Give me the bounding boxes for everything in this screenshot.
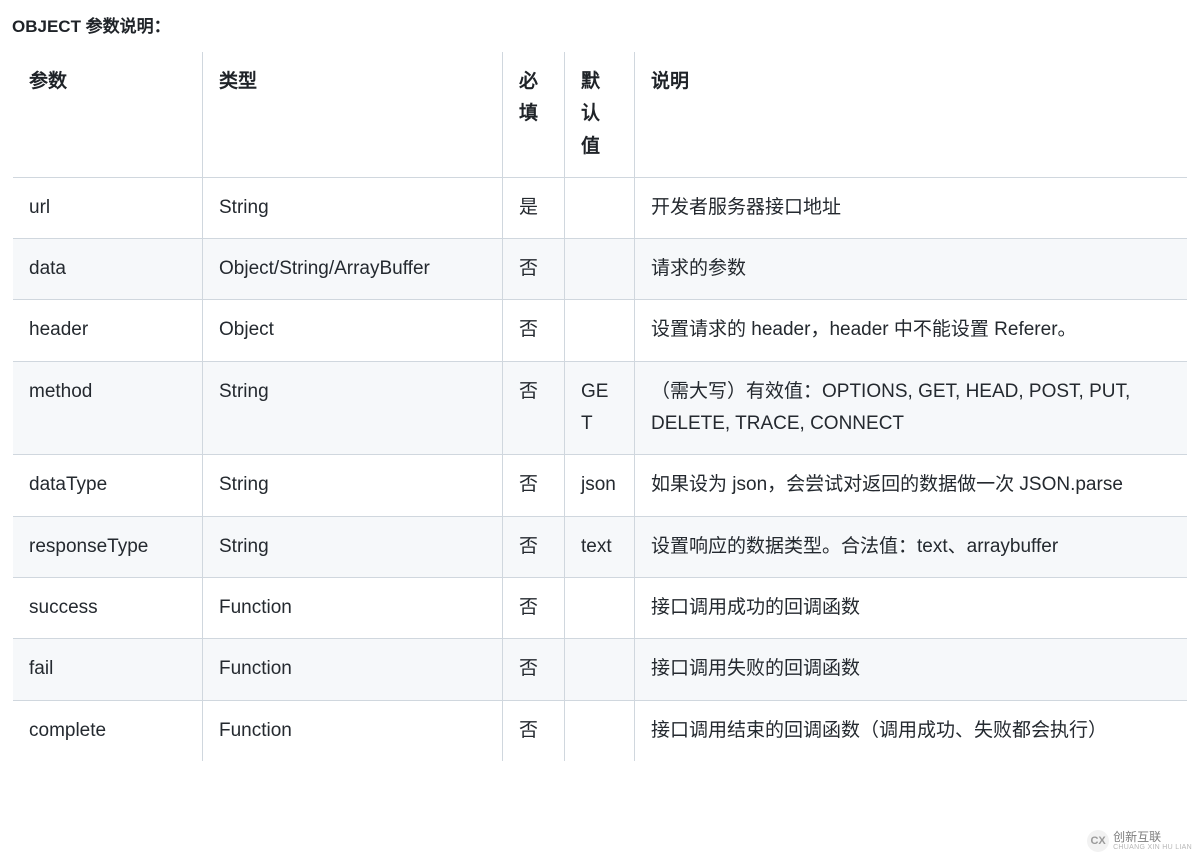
table-row: success Function 否 接口调用成功的回调函数 [13, 577, 1188, 638]
cell-type: Object [203, 300, 503, 361]
cell-desc: 开发者服务器接口地址 [635, 177, 1188, 238]
table-row: dataType String 否 json 如果设为 json，会尝试对返回的… [13, 455, 1188, 516]
cell-desc: 接口调用失败的回调函数 [635, 639, 1188, 700]
cell-default [565, 177, 635, 238]
table-header-row: 参数 类型 必填 默认值 说明 [13, 52, 1188, 178]
table-row: data Object/String/ArrayBuffer 否 请求的参数 [13, 239, 1188, 300]
page-title: OBJECT 参数说明： [12, 12, 1188, 37]
table-row: method String 否 GET （需大写）有效值：OPTIONS, GE… [13, 361, 1188, 455]
cell-desc: （需大写）有效值：OPTIONS, GET, HEAD, POST, PUT, … [635, 361, 1188, 455]
cell-default: GET [565, 361, 635, 455]
cell-param: dataType [13, 455, 203, 516]
table-row: header Object 否 设置请求的 header，header 中不能设… [13, 300, 1188, 361]
cell-required: 否 [503, 639, 565, 700]
cell-type: Object/String/ArrayBuffer [203, 239, 503, 300]
col-header-type: 类型 [203, 52, 503, 178]
cell-type: Function [203, 639, 503, 700]
watermark-logo-icon: CX [1087, 830, 1109, 852]
cell-desc: 请求的参数 [635, 239, 1188, 300]
cell-required: 否 [503, 455, 565, 516]
cell-desc: 接口调用成功的回调函数 [635, 577, 1188, 638]
watermark-cn: 创新互联 [1113, 831, 1192, 844]
col-header-required: 必填 [503, 52, 565, 178]
table-body: url String 是 开发者服务器接口地址 data Object/Stri… [13, 177, 1188, 761]
cell-desc: 设置请求的 header，header 中不能设置 Referer。 [635, 300, 1188, 361]
cell-param: header [13, 300, 203, 361]
cell-param: fail [13, 639, 203, 700]
table-row: url String 是 开发者服务器接口地址 [13, 177, 1188, 238]
cell-default [565, 577, 635, 638]
cell-type: String [203, 516, 503, 577]
cell-param: success [13, 577, 203, 638]
cell-param: method [13, 361, 203, 455]
watermark-en: CHUANG XIN HU LIAN [1113, 844, 1192, 852]
cell-default [565, 239, 635, 300]
cell-required: 否 [503, 239, 565, 300]
cell-default [565, 700, 635, 761]
cell-param: complete [13, 700, 203, 761]
cell-default [565, 300, 635, 361]
table-row: complete Function 否 接口调用结束的回调函数（调用成功、失败都… [13, 700, 1188, 761]
cell-type: String [203, 361, 503, 455]
params-table: 参数 类型 必填 默认值 说明 url String 是 开发者服务器接口地址 … [12, 51, 1188, 762]
cell-type: String [203, 455, 503, 516]
watermark-text: 创新互联 CHUANG XIN HU LIAN [1113, 831, 1192, 852]
cell-param: url [13, 177, 203, 238]
col-header-default: 默认值 [565, 52, 635, 178]
cell-type: Function [203, 700, 503, 761]
cell-desc: 如果设为 json，会尝试对返回的数据做一次 JSON.parse [635, 455, 1188, 516]
cell-required: 否 [503, 700, 565, 761]
cell-default [565, 639, 635, 700]
cell-default: json [565, 455, 635, 516]
cell-required: 否 [503, 516, 565, 577]
cell-required: 否 [503, 577, 565, 638]
cell-required: 是 [503, 177, 565, 238]
table-row: responseType String 否 text 设置响应的数据类型。合法值… [13, 516, 1188, 577]
table-row: fail Function 否 接口调用失败的回调函数 [13, 639, 1188, 700]
cell-type: Function [203, 577, 503, 638]
cell-required: 否 [503, 300, 565, 361]
col-header-desc: 说明 [635, 52, 1188, 178]
cell-default: text [565, 516, 635, 577]
col-header-param: 参数 [13, 52, 203, 178]
cell-desc: 设置响应的数据类型。合法值：text、arraybuffer [635, 516, 1188, 577]
cell-required: 否 [503, 361, 565, 455]
cell-param: responseType [13, 516, 203, 577]
cell-desc: 接口调用结束的回调函数（调用成功、失败都会执行） [635, 700, 1188, 761]
cell-type: String [203, 177, 503, 238]
cell-param: data [13, 239, 203, 300]
watermark: CX 创新互联 CHUANG XIN HU LIAN [1087, 830, 1192, 852]
